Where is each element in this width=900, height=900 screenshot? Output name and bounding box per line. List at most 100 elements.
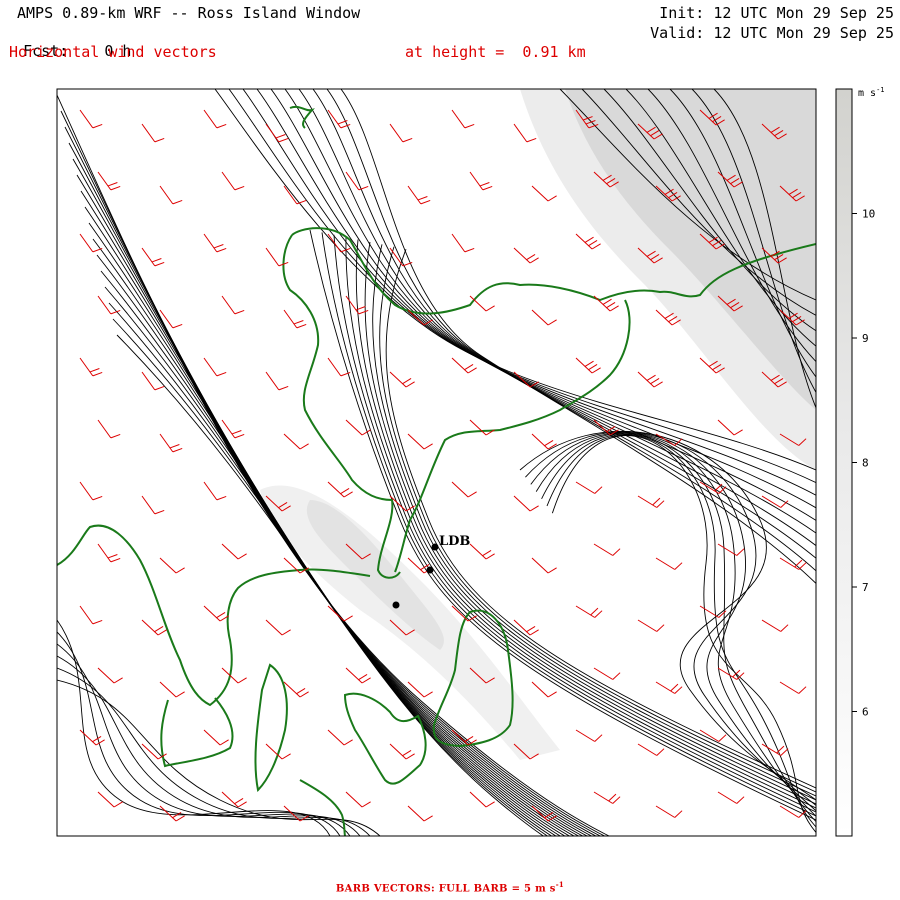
wind-barb [159,309,183,329]
wind-barb [513,495,539,512]
streamline [57,619,331,836]
wind-barb [265,123,289,143]
wind-barb [593,171,619,188]
wind-barb [513,743,539,760]
coastline [282,234,401,579]
streamline [76,174,589,836]
wind-barb [389,495,415,512]
streamline [104,286,557,836]
wind-barb [327,729,353,746]
streamline [57,631,341,836]
wind-barb [655,681,683,694]
streamline [333,234,816,813]
wind-barb [451,729,477,746]
colorbar-tick-label: 7 [862,581,869,594]
wind-barb [221,295,245,315]
streamline [298,89,816,546]
wind-barb [265,247,289,267]
wind-barb [97,791,123,808]
wind-barb [637,371,663,388]
wind-barb [141,743,167,760]
coastline [432,609,514,748]
wind-barb [761,123,787,140]
streamline [84,206,580,836]
wind-barb [283,681,309,698]
wind-barb [79,729,105,746]
wind-barb [389,371,415,388]
wind-barb [345,667,371,684]
wind-barb [593,543,621,556]
streamline [385,249,816,789]
station-dot [426,566,434,574]
wind-barb [637,619,665,632]
wind-barb [779,185,805,202]
wind-barb [265,495,291,512]
wind-barb [593,295,619,312]
wind-barb [141,495,165,515]
wind-barb [407,805,433,822]
wind-barb [407,433,433,450]
wind-barb [575,233,601,250]
colorbar-tick-label: 9 [862,332,869,345]
streamline [214,89,816,471]
streamline [551,435,816,833]
wind-barb [761,743,789,756]
wind-barb [345,419,371,436]
wind-map: LDB [57,89,816,836]
wind-barb [637,743,665,756]
wind-barb [327,109,351,129]
wind-barb [761,495,789,508]
wind-barb [531,805,557,822]
streamline [372,244,816,797]
streamline [691,89,816,393]
streamline [57,655,361,836]
wind-barb [389,123,413,143]
streamline [256,89,816,509]
streamline [96,254,566,836]
streamline [116,334,545,836]
wind-barb [345,791,371,808]
coastline [343,692,427,785]
wind-barb [513,123,537,143]
wind-barb [97,171,121,191]
wind-barb [79,357,103,377]
wind-barb [513,371,539,388]
wind-barb [593,667,621,680]
wind-barb [97,543,121,563]
wind-barb [637,247,663,264]
wind-barb [531,185,557,202]
wind-barb [159,805,185,822]
coastline [254,663,288,793]
wind-barb [203,605,229,622]
wind-barb [513,619,539,636]
coastline [394,299,631,573]
wind-barb [717,667,745,680]
title: AMPS 0.89-km WRF -- Ross Island Window [17,4,361,22]
wind-barb [699,357,725,374]
wind-barb [575,605,603,618]
wind-barb [141,247,165,267]
wind-barb [345,295,369,315]
wind-barb [389,743,415,760]
field-height: at height = 0.91 km [405,43,586,61]
streamline [647,89,816,362]
streamline [355,239,816,805]
wind-barb [451,357,477,374]
wind-barb [265,743,291,760]
coastline [299,779,346,836]
wind-barb [97,419,121,439]
streamline [625,89,816,347]
coastlines [57,105,816,836]
wind-barb [575,109,599,129]
wind-barb [221,171,245,191]
wind-barb [327,605,353,622]
wind-barb [79,109,103,129]
barb-legend: BARB VECTORS: FULL BARB = 5 m s-1 [335,880,565,895]
wind-barb [699,233,725,250]
streamlines [57,89,816,836]
streamline [112,318,549,836]
wind-speed-shading [260,89,816,760]
coastline [57,524,371,707]
init-time: Init: 12 UTC Mon 29 Sep 25 [659,4,894,22]
